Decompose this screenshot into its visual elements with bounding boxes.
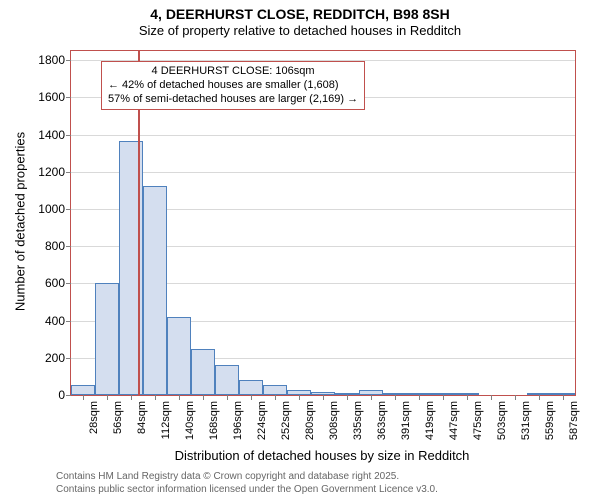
y-axis-label: Number of detached properties [13, 122, 28, 322]
xtick-mark [275, 395, 276, 400]
ytick-mark [66, 97, 71, 98]
ytick-label: 1200 [38, 165, 65, 179]
ytick-label: 200 [45, 351, 65, 365]
title-block: 4, DEERHURST CLOSE, REDDITCH, B98 8SH Si… [0, 0, 600, 38]
ytick-label: 1000 [38, 202, 65, 216]
xtick-mark [299, 395, 300, 400]
xtick-mark [539, 395, 540, 400]
xtick-mark [107, 395, 108, 400]
xtick-label: 559sqm [544, 401, 556, 440]
xtick-mark [347, 395, 348, 400]
ytick-label: 1600 [38, 90, 65, 104]
ytick-mark [66, 321, 71, 322]
xtick-label: 531sqm [520, 401, 532, 440]
histogram-bar [71, 385, 95, 395]
annotation-line: 4 DEERHURST CLOSE: 106sqm [108, 65, 358, 79]
ytick-label: 400 [45, 314, 65, 328]
footer-line-2: Contains public sector information licen… [56, 484, 438, 495]
xtick-mark [467, 395, 468, 400]
xtick-mark [179, 395, 180, 400]
gridline [71, 172, 575, 173]
ytick-label: 600 [45, 276, 65, 290]
ytick-mark [66, 135, 71, 136]
x-axis-label: Distribution of detached houses by size … [70, 448, 574, 463]
xtick-label: 84sqm [136, 401, 148, 434]
xtick-label: 168sqm [208, 401, 220, 440]
ytick-label: 1800 [38, 53, 65, 67]
histogram-bar [167, 317, 191, 395]
ytick-label: 1400 [38, 128, 65, 142]
histogram-bar [95, 283, 119, 395]
chart-title: 4, DEERHURST CLOSE, REDDITCH, B98 8SH [0, 6, 600, 22]
xtick-label: 140sqm [184, 401, 196, 440]
annotation-box: 4 DEERHURST CLOSE: 106sqm← 42% of detach… [101, 61, 365, 110]
ytick-label: 0 [58, 388, 65, 402]
xtick-label: 391sqm [400, 401, 412, 440]
xtick-mark [515, 395, 516, 400]
ytick-label: 800 [45, 239, 65, 253]
xtick-mark [563, 395, 564, 400]
xtick-label: 335sqm [352, 401, 364, 440]
ytick-mark [66, 172, 71, 173]
ytick-mark [66, 358, 71, 359]
plot-area: 02004006008001000120014001600180028sqm56… [70, 50, 576, 396]
xtick-label: 28sqm [88, 401, 100, 434]
annotation-line: 57% of semi-detached houses are larger (… [108, 93, 358, 107]
xtick-label: 252sqm [280, 401, 292, 440]
xtick-mark [419, 395, 420, 400]
xtick-mark [131, 395, 132, 400]
xtick-mark [203, 395, 204, 400]
xtick-mark [491, 395, 492, 400]
xtick-label: 503sqm [496, 401, 508, 440]
histogram-bar [239, 380, 263, 395]
histogram-chart: 4, DEERHURST CLOSE, REDDITCH, B98 8SH Si… [0, 0, 600, 500]
xtick-mark [251, 395, 252, 400]
xtick-mark [227, 395, 228, 400]
xtick-mark [371, 395, 372, 400]
histogram-bar [143, 186, 167, 395]
histogram-bar [263, 385, 287, 395]
xtick-mark [443, 395, 444, 400]
ytick-mark [66, 209, 71, 210]
footer-line-1: Contains HM Land Registry data © Crown c… [56, 471, 399, 482]
xtick-mark [155, 395, 156, 400]
ytick-mark [66, 395, 71, 396]
xtick-label: 308sqm [328, 401, 340, 440]
xtick-label: 447sqm [448, 401, 460, 440]
xtick-label: 196sqm [232, 401, 244, 440]
xtick-mark [83, 395, 84, 400]
annotation-line: ← 42% of detached houses are smaller (1,… [108, 79, 358, 93]
xtick-label: 587sqm [568, 401, 580, 440]
xtick-label: 475sqm [472, 401, 484, 440]
ytick-mark [66, 60, 71, 61]
gridline [71, 135, 575, 136]
ytick-mark [66, 246, 71, 247]
xtick-label: 56sqm [112, 401, 124, 434]
xtick-label: 280sqm [304, 401, 316, 440]
xtick-label: 224sqm [256, 401, 268, 440]
xtick-mark [395, 395, 396, 400]
chart-subtitle: Size of property relative to detached ho… [0, 23, 600, 38]
ytick-mark [66, 283, 71, 284]
histogram-bar [215, 365, 239, 395]
xtick-mark [323, 395, 324, 400]
xtick-label: 112sqm [160, 401, 172, 439]
histogram-bar [191, 349, 215, 395]
chart-footer: Contains HM Land Registry data © Crown c… [56, 471, 438, 496]
xtick-label: 363sqm [376, 401, 388, 440]
xtick-label: 419sqm [424, 401, 436, 440]
